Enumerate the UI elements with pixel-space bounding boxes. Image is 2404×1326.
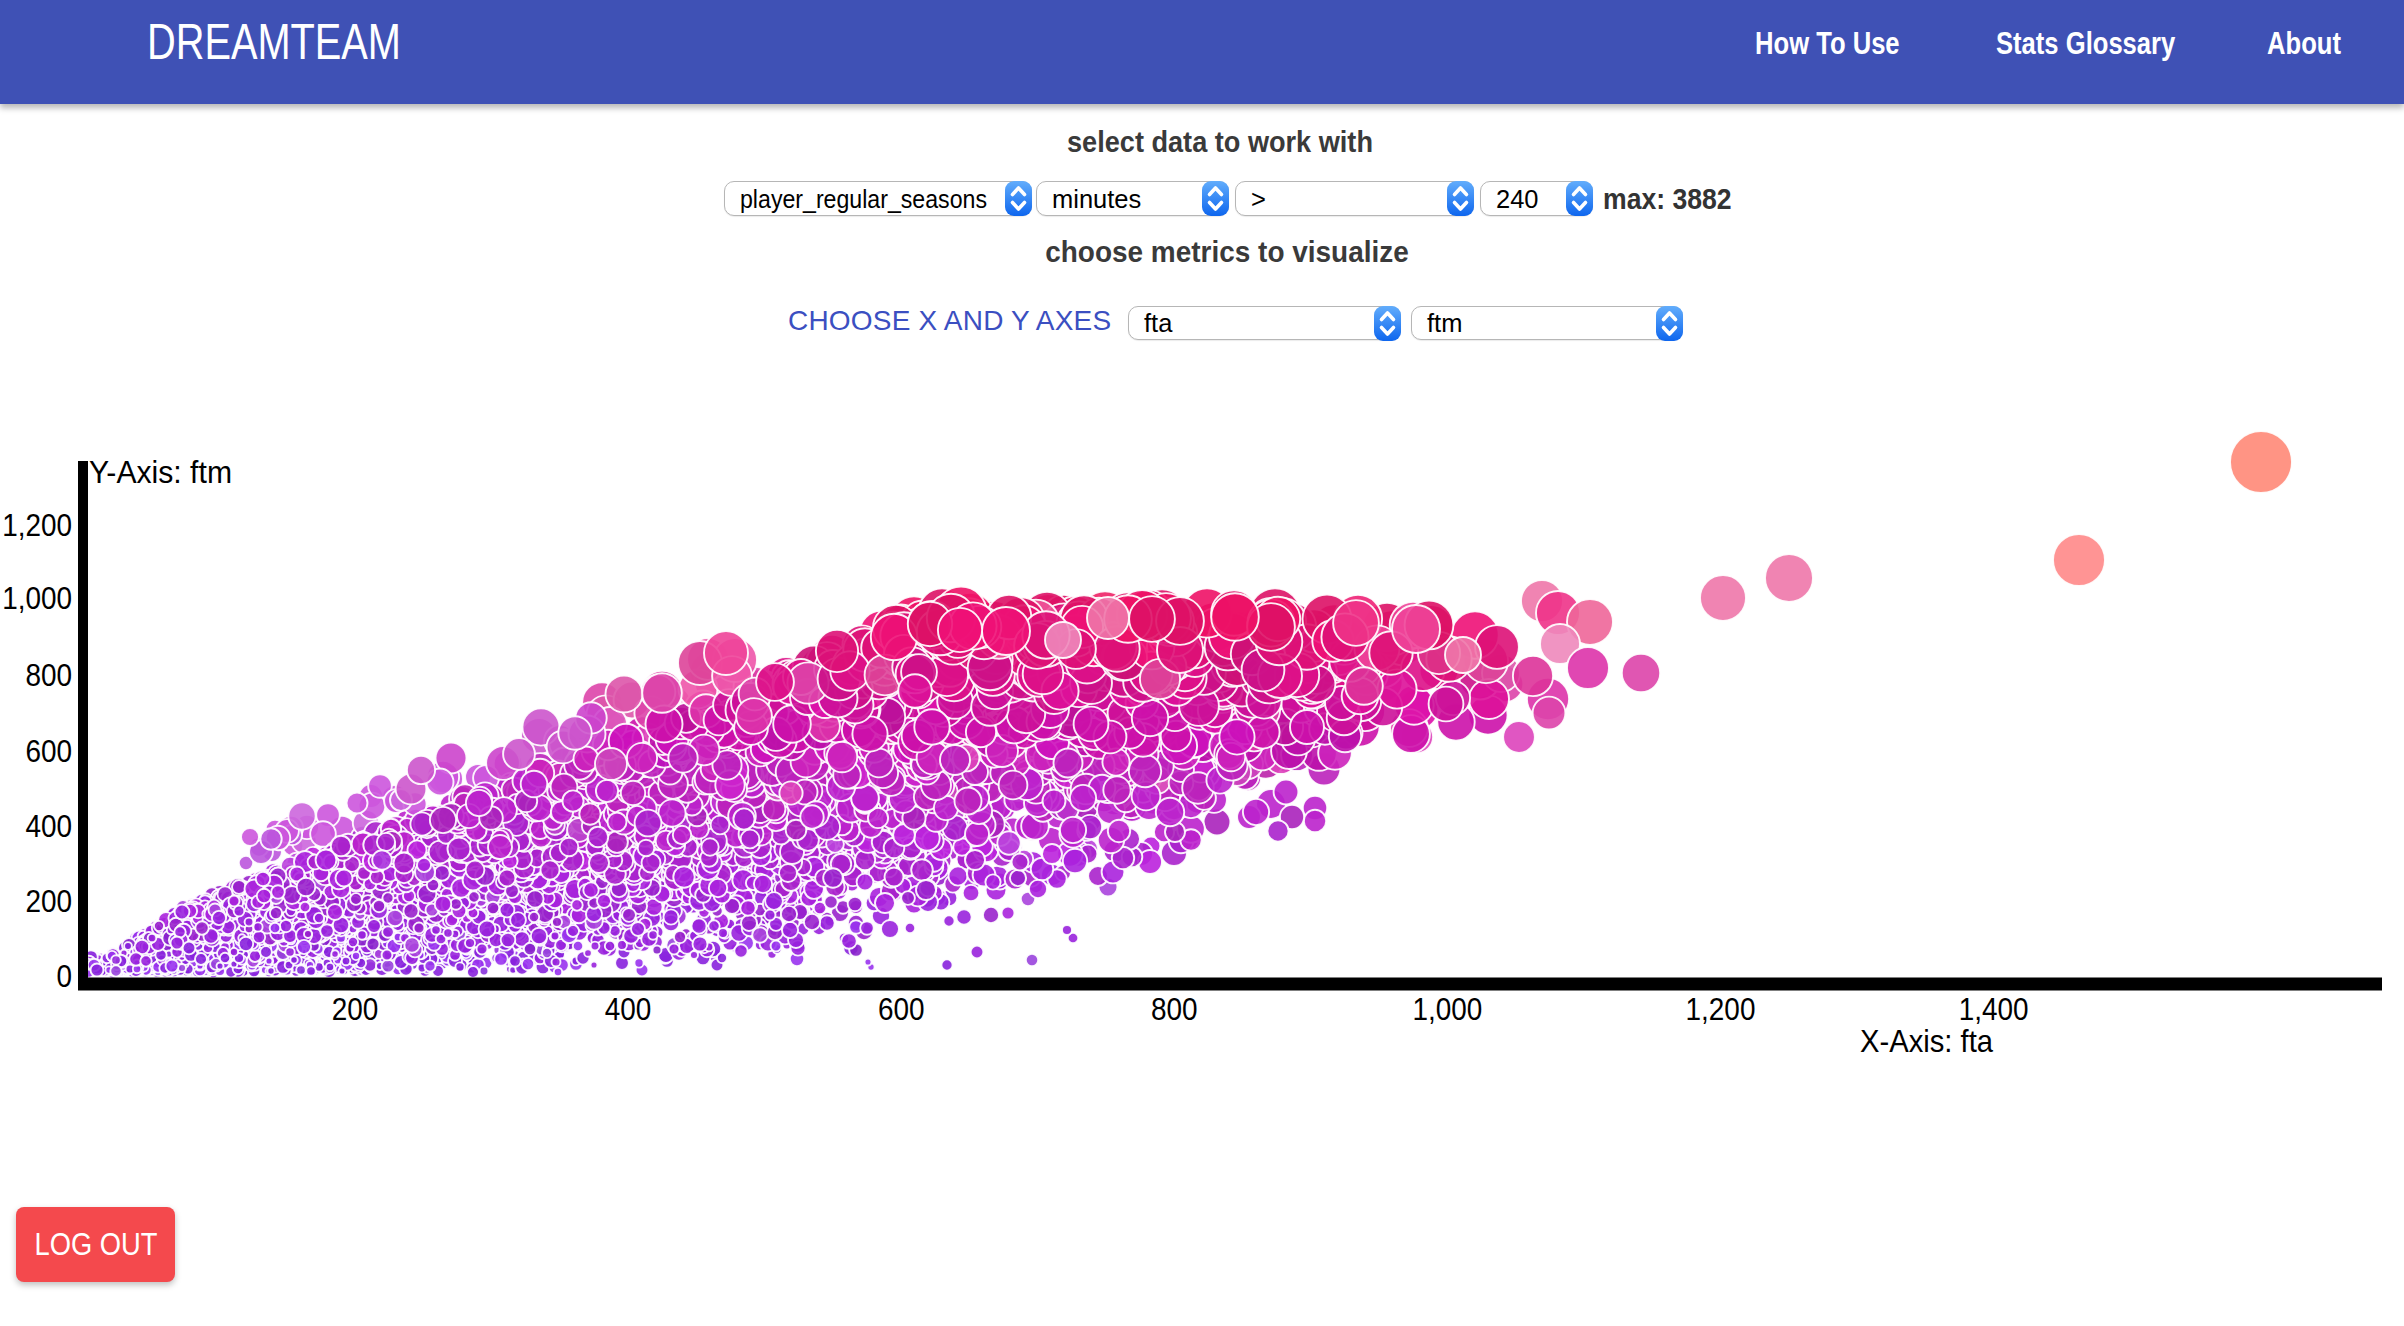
- svg-text:400: 400: [605, 991, 652, 1027]
- svg-text:800: 800: [1151, 991, 1198, 1027]
- svg-text:200: 200: [332, 991, 379, 1027]
- svg-text:1,200: 1,200: [1686, 991, 1756, 1027]
- svg-text:1,000: 1,000: [1413, 991, 1483, 1027]
- svg-text:200: 200: [25, 883, 72, 919]
- svg-text:1,000: 1,000: [2, 580, 72, 616]
- svg-text:800: 800: [25, 657, 72, 693]
- svg-text:400: 400: [25, 808, 72, 844]
- svg-text:600: 600: [25, 733, 72, 769]
- svg-text:0: 0: [57, 958, 73, 994]
- svg-text:Y-Axis: ftm: Y-Axis: ftm: [89, 454, 232, 490]
- svg-text:X-Axis: fta: X-Axis: fta: [1860, 1023, 1993, 1059]
- svg-text:1,200: 1,200: [2, 507, 72, 543]
- svg-text:1,400: 1,400: [1959, 991, 2029, 1027]
- svg-text:600: 600: [878, 991, 925, 1027]
